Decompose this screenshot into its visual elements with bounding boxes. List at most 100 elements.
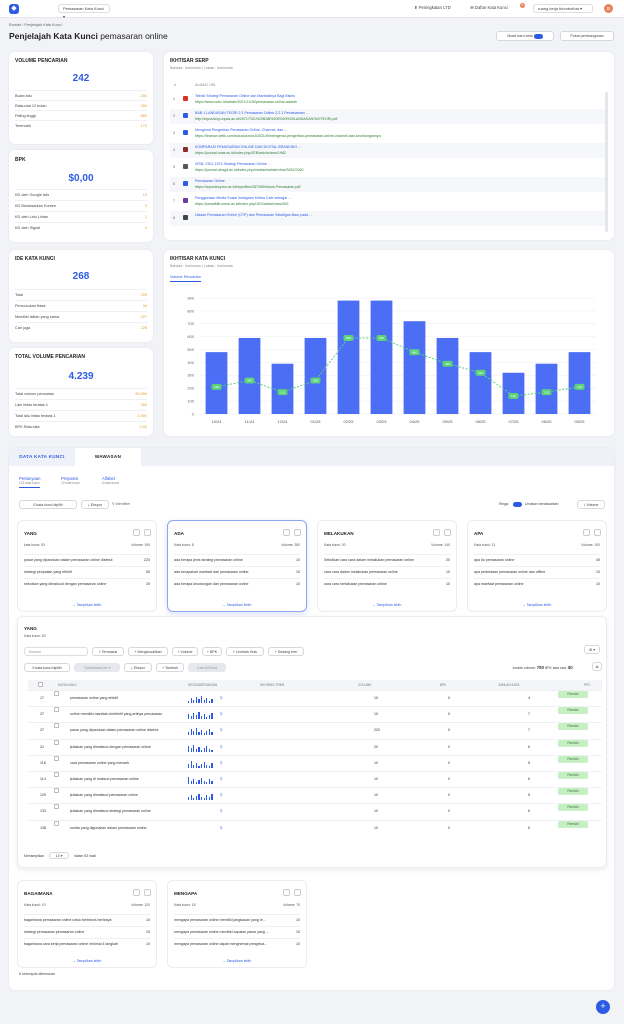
copy-button[interactable]: ⧉ [592, 662, 602, 671]
expand-icon[interactable] [294, 529, 301, 536]
serp-row[interactable]: 5 ISSN: 2301-1974 Strategi Pemasaran Onli… [170, 160, 608, 175]
expand-icon[interactable] [144, 529, 151, 536]
question-row[interactable]: Sebutkan cara cara dalam melakukan pemas… [324, 554, 450, 565]
question-row[interactable]: sebutkan yang dimaksud dengan pemasaran … [24, 578, 150, 589]
filter-cpc[interactable]: + BPK [202, 647, 222, 656]
sort-toggle[interactable] [513, 502, 522, 507]
question-row[interactable]: ada berapa keuntungan dari pemasaran onl… [174, 578, 300, 589]
workspace-select[interactable]: ruang kerja blumbothat ▾ [533, 4, 593, 13]
search-icon[interactable]: ⚲ [220, 825, 223, 830]
search-icon[interactable]: ⚲ [220, 728, 223, 733]
serp-row[interactable]: 3 Mengenal Pengertian Pemasaran Online, C… [170, 126, 608, 141]
serp-row[interactable]: 2 BAB 1 LANDASAN TEORI 2.1 Pemasaran Onli… [170, 109, 608, 124]
col-cpc[interactable]: BPK [440, 683, 447, 687]
question-row[interactable]: mengapa pemasaran online memiliki capaia… [174, 926, 300, 937]
row-checkbox[interactable] [54, 788, 59, 794]
subtab-questions[interactable]: Pertanyaan 123 kata kunci [19, 476, 41, 488]
question-row[interactable]: apa manfaat pemasaran online 10 [474, 578, 600, 589]
tab-keyword-data[interactable]: DATA KATA KUNCI [9, 448, 75, 466]
row-keyword[interactable]: media yang digunakan dalam pemasaran onl… [70, 825, 147, 830]
row-keyword[interactable]: pemasaran online yang efektif [70, 696, 118, 700]
question-card[interactable]: ADA Kata kunci: 8 Volume: 280 ada berapa je… [167, 520, 307, 612]
serp-url[interactable]: https://journal.unair.ac.id/index.php/JE… [195, 151, 286, 155]
sort-volume-button[interactable]: ↕ Volume [577, 500, 605, 509]
app-logo-icon[interactable]: ◆ [9, 4, 19, 14]
search-in-word-button[interactable]: Cari di Word [188, 663, 226, 672]
question-row[interactable]: bagaimana cara kerja pemasaran online mi… [24, 938, 150, 949]
question-row[interactable]: mengapa pemasaran online memiliki jangka… [174, 914, 300, 925]
filter-word-count[interactable]: + Lembah Hulu [226, 647, 264, 656]
search-icon[interactable]: ⚲ [220, 744, 223, 749]
serp-url[interactable]: https://journal.uinsgd.ac.id/index.php/m… [195, 168, 304, 172]
search-icon[interactable]: ⚲ [220, 777, 223, 781]
question-row[interactable]: ada berapakah manfaat dari pemasaran onl… [174, 566, 300, 577]
question-card[interactable]: YANG kata kunci: 53 Volume: 190 pasar yang … [17, 520, 157, 612]
subtab-prepositions[interactable]: Preposisi 10 kata kunci [61, 476, 80, 485]
select-all-checkbox[interactable] [38, 682, 43, 687]
question-row[interactable]: apa perbedaan pemasaran online dan offli… [474, 566, 600, 577]
search-icon[interactable]: ⚲ [220, 696, 223, 700]
table-row[interactable]: 37 pasar yang dipanduan dalam pemasaran o… [28, 722, 602, 738]
row-checkbox[interactable] [54, 707, 59, 713]
table-row[interactable]: 114 jelaskan yang di maksud pemasaran onl… [28, 771, 602, 786]
serp-row[interactable]: 7 Penggunaan Media Sosial Instagram Ketik… [170, 194, 608, 209]
guide-button[interactable]: Pusat pembangunan [560, 31, 614, 41]
filter-exclude[interactable]: + Mengecualikan [128, 647, 168, 656]
subtab-alphabet[interactable]: Alfabet 6 kata kunci [102, 476, 119, 485]
serp-url[interactable]: https://jurnalfdik.umsu.ac.id/index.php/… [195, 202, 289, 206]
question-row[interactable]: strategi pemasaran pemasaran online 10 [24, 926, 150, 937]
col-keyword[interactable]: KATA KUNCI [58, 683, 77, 687]
row-checkbox[interactable] [54, 723, 59, 729]
copy-icon[interactable] [583, 529, 590, 536]
question-row[interactable]: cara cara melakukan pemasaran online 10 [324, 578, 450, 589]
row-checkbox[interactable] [54, 691, 59, 696]
serp-row[interactable]: 4 KOMPARASI PEMASARAN ONLINE DAN DIGITAL … [170, 143, 608, 158]
show-more-link[interactable]: ⌄ Tampilkan lebih [72, 603, 102, 607]
serp-title[interactable]: Teknik Strategi Pemasaran Online dan Man… [195, 94, 295, 98]
row-keyword[interactable]: online memiliki manfaat ciriefektif yang… [70, 712, 163, 717]
page-size-select[interactable]: 10 ▾ [49, 852, 70, 859]
row-checkbox[interactable] [54, 755, 59, 761]
col-volume[interactable]: VOLUME [358, 683, 372, 687]
project-select[interactable]: Pemasaran Kata Kunci ▾ [58, 4, 110, 19]
row-checkbox[interactable] [54, 820, 59, 826]
question-card[interactable]: BAGAIMANA Kata kunci: 10 Volume: 120 bagaim… [17, 880, 157, 968]
serp-title[interactable]: Ulasan Pemasaran Online (OTP) dan Pemasa… [195, 213, 313, 217]
copy-icon[interactable] [133, 889, 140, 896]
serp-row[interactable]: 1 Teknik Strategi Pemasaran Online dan Ma… [170, 92, 608, 107]
add-to-button[interactable]: Tambahkan ke ▾ [74, 663, 120, 672]
row-checkbox[interactable] [54, 804, 59, 810]
serp-title[interactable]: Penggunaan Media Sosial Instagram Ketika… [195, 196, 292, 200]
serp-row[interactable]: 6 Pemasaran Online https://repository.bsi.… [170, 177, 608, 192]
question-row[interactable]: strategi penjualan yang efektif 50 [24, 566, 150, 577]
question-row[interactable]: cara cara dalam melakukan pemasaran onli… [324, 566, 450, 577]
col-word-count[interactable]: JUMLAH KATA [498, 683, 520, 687]
upgrade-link[interactable]: ⬆ Peningkatan LTD [414, 5, 451, 10]
question-card[interactable]: MENGAPA Kata kunci: 15 Volume: 70 mengapa p… [167, 880, 307, 968]
serp-title[interactable]: ISSN: 2301-1974 Strategi Pemasaran Onlin… [195, 162, 271, 166]
show-more-link[interactable]: ⌄ Tampilkan lebih [522, 603, 552, 607]
serp-title[interactable]: BAB 1 LANDASAN TEORI 2.1 Pemasaran Onlin… [195, 111, 309, 115]
show-more-link[interactable]: ⌄ Tampilkan lebih [222, 603, 252, 607]
filter-include[interactable]: + Termasuk [92, 647, 124, 656]
table-row[interactable]: 118 cara pemasaran online yang menarik ⚲ 10… [28, 754, 602, 770]
copy-icon[interactable] [433, 529, 440, 536]
filter-trending[interactable]: + Sedang tren [268, 647, 304, 656]
copy-icon[interactable] [133, 529, 140, 536]
serp-url[interactable]: https://www.ocbc.id/article/2021/11/26/p… [195, 100, 297, 104]
search-icon[interactable]: ⚲ [220, 712, 223, 717]
row-keyword[interactable]: jelaskan yang dimaksud pemasaran online [70, 793, 138, 798]
serp-url[interactable]: https://repository.bsi.ac.id/repo/files/… [195, 185, 301, 189]
search-icon[interactable]: ⚲ [220, 760, 223, 765]
tab-search-volume[interactable]: Volume Pencarian [170, 275, 201, 282]
table-row[interactable]: 37 online memiliki manfaat ciriefektif ya… [28, 706, 602, 722]
row-checkbox[interactable] [54, 739, 59, 745]
serp-scrollbar[interactable] [605, 92, 608, 232]
copy-icon[interactable] [283, 889, 290, 896]
expand-icon[interactable] [594, 529, 601, 536]
show-more-link[interactable]: ⌄ Tampilkan lebih [372, 603, 402, 607]
col-trend[interactable]: KECENDERUNGAN [188, 683, 218, 687]
question-row[interactable]: mengapa pemasaran online dapat menghemat… [174, 938, 300, 949]
serp-row[interactable]: 8 Ulasan Pemasaran Online (OTP) dan Pemas… [170, 211, 608, 226]
filter-volume[interactable]: + Volume [172, 647, 198, 656]
